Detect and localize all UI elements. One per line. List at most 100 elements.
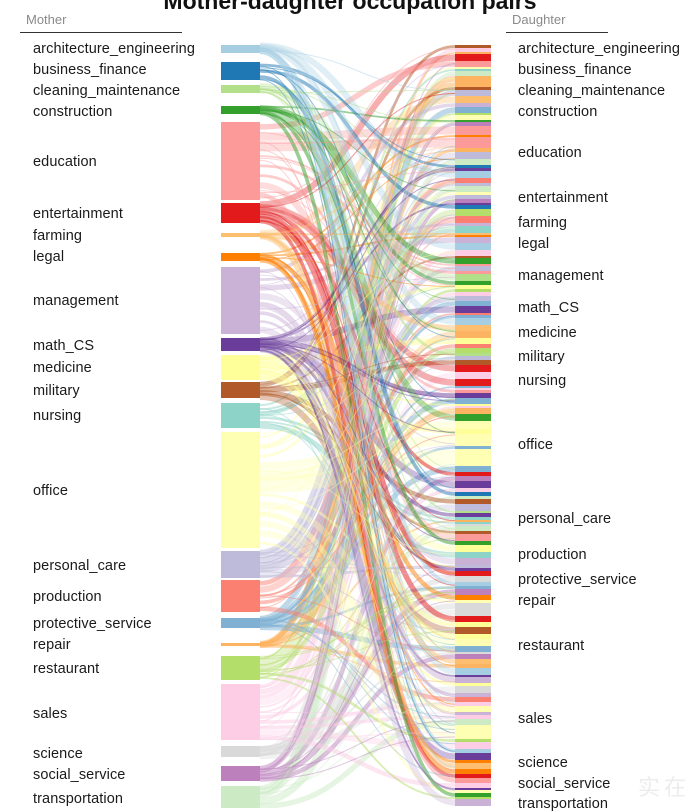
daughter-label-personal-care: personal_care	[518, 511, 611, 527]
daughter-segment	[455, 250, 491, 256]
daughter-segment	[455, 686, 491, 693]
daughter-segment	[455, 243, 491, 250]
daughter-segment	[455, 372, 491, 379]
daughter-segment	[455, 90, 491, 96]
daughter-segment	[455, 753, 491, 760]
daughter-segment	[455, 237, 491, 243]
daughter-segment	[455, 107, 491, 113]
daughter-segment	[455, 205, 491, 209]
daughter-segment	[455, 67, 491, 69]
daughter-segment	[455, 706, 491, 712]
daughter-segment	[455, 526, 491, 531]
daughter-segment	[455, 195, 491, 199]
daughter-segment	[455, 488, 491, 492]
daughter-segment	[455, 48, 491, 52]
mother-label-office: office	[33, 483, 68, 499]
daughter-segment	[455, 258, 491, 264]
mother-bar-personal-care	[221, 551, 260, 578]
daughter-segment	[455, 135, 491, 137]
daughter-segment	[455, 96, 491, 103]
daughter-segment	[455, 199, 491, 203]
daughter-segment	[455, 702, 491, 706]
mother-bar-cleaning-maintenance	[221, 85, 260, 93]
daughter-segment	[455, 565, 491, 568]
mother-label-repair: repair	[33, 637, 71, 653]
daughter-segment	[455, 61, 491, 67]
mother-label-personal-care: personal_care	[33, 558, 126, 574]
daughter-segment	[455, 600, 491, 603]
daughter-segment	[455, 725, 491, 732]
mother-bar-farming	[221, 233, 260, 237]
daughter-segment	[455, 634, 491, 639]
mother-label-math-cs: math_CS	[33, 338, 94, 354]
daughter-segment	[455, 476, 491, 481]
daughter-segment	[455, 388, 491, 390]
daughter-segment	[455, 429, 491, 434]
daughter-segment	[455, 749, 491, 753]
daughter-label-business-finance: business_finance	[518, 62, 632, 78]
daughter-segment	[455, 209, 491, 216]
daughter-segment	[455, 790, 491, 793]
daughter-segment	[455, 783, 491, 788]
daughter-label-social-service: social_service	[518, 776, 610, 792]
daughter-segment	[455, 421, 491, 429]
daughter-segment	[455, 522, 491, 524]
daughter-segment	[455, 159, 491, 165]
daughter-segment	[455, 534, 491, 541]
daughter-segment	[455, 513, 491, 517]
daughter-segment	[455, 576, 491, 582]
daughter-segment	[455, 264, 491, 266]
daughter-segment	[455, 677, 491, 683]
daughter-segment	[455, 582, 491, 586]
daughter-label-farming: farming	[518, 215, 567, 231]
daughter-segment	[455, 616, 491, 622]
daughter-segment	[455, 793, 491, 797]
daughter-segment	[455, 356, 491, 360]
mother-label-construction: construction	[33, 104, 112, 120]
mother-bar-sales	[221, 684, 260, 740]
daughter-segment	[455, 449, 491, 466]
daughter-segment	[455, 603, 491, 609]
daughter-label-entertainment: entertainment	[518, 190, 608, 206]
mother-bar-office	[221, 432, 260, 548]
mother-bar-construction	[221, 106, 260, 114]
daughter-segment	[455, 365, 491, 372]
daughter-label-repair: repair	[518, 593, 556, 609]
daughter-label-cleaning-maintenance: cleaning_maintenance	[518, 83, 665, 99]
daughter-segment	[455, 697, 491, 702]
daughter-segment	[455, 168, 491, 171]
daughter-segment	[455, 331, 491, 338]
mother-bar-medicine	[221, 355, 260, 380]
mother-bar-entertainment	[221, 203, 260, 223]
daughter-segment	[455, 664, 491, 668]
daughter-segment	[455, 769, 491, 774]
daughter-label-restaurant: restaurant	[518, 638, 584, 654]
daughter-segment	[455, 763, 491, 769]
daughter-segment	[455, 511, 491, 513]
daughter-segment	[455, 742, 491, 749]
daughter-segment	[455, 271, 491, 274]
daughter-segment	[455, 639, 491, 646]
daughter-segment	[455, 353, 491, 356]
mother-bar-transportation	[221, 786, 260, 808]
daughter-segment	[455, 622, 491, 627]
mother-bar-architecture-engineering	[221, 45, 260, 53]
daughter-label-science: science	[518, 755, 568, 771]
daughter-label-medicine: medicine	[518, 325, 577, 341]
daughter-label-nursing: nursing	[518, 373, 566, 389]
mother-label-science: science	[33, 746, 83, 762]
daughter-label-protective-service: protective_service	[518, 572, 637, 588]
daughter-segment	[455, 301, 491, 306]
daughter-segment	[455, 315, 491, 318]
mother-bar-restaurant	[221, 656, 260, 680]
daughter-segment	[455, 69, 491, 71]
daughter-segment	[455, 76, 491, 82]
daughter-label-construction: construction	[518, 104, 597, 120]
daughter-segment	[455, 120, 491, 122]
daughter-segment	[455, 87, 491, 90]
daughter-segment	[455, 683, 491, 686]
daughter-segment	[455, 360, 491, 365]
daughter-segment	[455, 338, 491, 344]
mother-label-social-service: social_service	[33, 767, 125, 783]
daughter-segment	[455, 472, 491, 476]
